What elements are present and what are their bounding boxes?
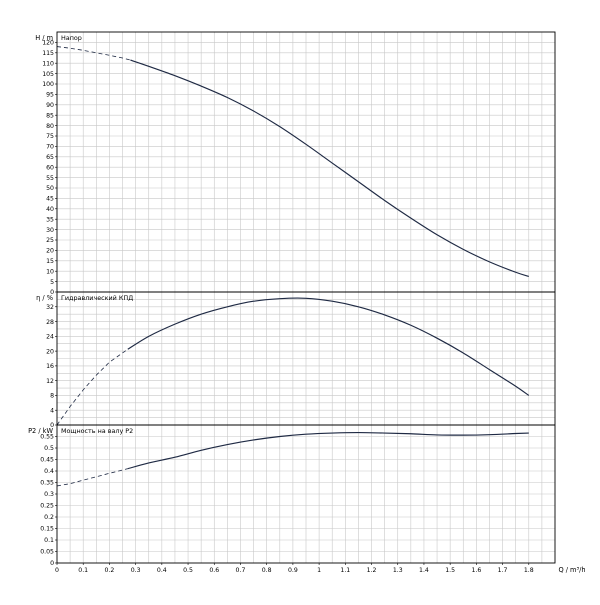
y-tick-label: 55	[46, 175, 54, 182]
y-tick-label: 0.45	[40, 457, 54, 464]
y-tick-label: 0.3	[44, 491, 54, 498]
y-tick-label: 90	[46, 102, 54, 109]
y-tick-label: 30	[46, 227, 54, 234]
y-tick-label: 75	[46, 133, 54, 140]
y-tick-label: 0.5	[44, 445, 54, 452]
y-tick-label: 16	[46, 363, 54, 370]
y-axis-label: P2 / kW	[28, 427, 53, 435]
y-tick-label: 105	[42, 71, 54, 78]
curve-solid-segment	[127, 297, 530, 396]
y-tick-label: 40	[46, 206, 54, 213]
y-tick-label: 0.4	[44, 468, 54, 475]
y-tick-label: 70	[46, 144, 54, 151]
y-tick-label: 50	[46, 185, 54, 192]
y-tick-label: 0.2	[44, 514, 54, 521]
panel-title: Гидравлический КПД	[61, 294, 133, 302]
panel-title: Напор	[61, 34, 82, 42]
y-axis-label: H / m	[35, 34, 53, 42]
y-tick-label: 60	[46, 164, 54, 171]
x-tick-label: 1.3	[393, 567, 403, 574]
x-tick-label: 1.8	[524, 567, 534, 574]
y-tick-label: 15	[46, 258, 54, 265]
y-tick-label: 0	[50, 422, 54, 429]
y-tick-label: 12	[46, 378, 54, 385]
y-tick-label: 80	[46, 123, 54, 130]
y-tick-label: 115	[42, 50, 54, 57]
x-tick-label: 1.7	[498, 567, 508, 574]
x-tick-label: 0.4	[157, 567, 167, 574]
y-tick-label: 25	[46, 237, 54, 244]
curve-solid-segment	[130, 59, 529, 277]
x-tick-label: 1.6	[471, 567, 481, 574]
y-tick-label: 8	[50, 393, 54, 400]
y-tick-label: 28	[46, 319, 54, 326]
y-tick-label: 10	[46, 268, 54, 275]
y-tick-label: 65	[46, 154, 54, 161]
x-tick-label: 1.4	[419, 567, 429, 574]
y-tick-label: 95	[46, 92, 54, 99]
y-tick-label: 0.1	[44, 537, 54, 544]
y-tick-label: 0.35	[40, 480, 54, 487]
y-tick-label: 0	[50, 560, 54, 567]
x-axis-label: Q / m³/h	[558, 566, 585, 574]
curve-dashed-segment	[56, 348, 129, 426]
x-tick-label: 1	[317, 567, 321, 574]
x-tick-label: 0.5	[183, 567, 193, 574]
y-tick-label: 35	[46, 216, 54, 223]
label-layer: 0510152025303540455055606570758085909510…	[28, 34, 585, 574]
x-tick-label: 0	[55, 567, 59, 574]
y-tick-label: 20	[46, 348, 54, 355]
x-tick-label: 0.1	[78, 567, 88, 574]
x-tick-label: 1.2	[367, 567, 377, 574]
y-tick-label: 4	[50, 407, 54, 414]
curve-layer	[56, 46, 530, 487]
curve-dashed-segment	[56, 468, 128, 487]
curve-solid-segment	[127, 432, 529, 470]
frame-layer	[55, 31, 556, 565]
y-tick-label: 45	[46, 196, 54, 203]
x-tick-label: 0.3	[131, 567, 141, 574]
x-tick-label: 0.7	[236, 567, 246, 574]
panel-title: Мощность на валу P2	[61, 427, 133, 435]
y-tick-label: 85	[46, 112, 54, 119]
curve-dashed-segment	[56, 46, 131, 61]
y-tick-label: 5	[50, 279, 54, 286]
plot-frame	[56, 31, 556, 564]
y-tick-label: 32	[46, 304, 54, 311]
y-tick-label: 0.25	[40, 503, 54, 510]
y-tick-label: 24	[46, 334, 54, 341]
y-tick-label: 110	[42, 60, 54, 67]
x-tick-label: 1.1	[340, 567, 350, 574]
x-tick-label: 0.8	[262, 567, 272, 574]
y-tick-label: 120	[42, 40, 54, 47]
y-tick-label: 0.05	[40, 549, 54, 556]
y-tick-label: 20	[46, 248, 54, 255]
y-tick-label: 100	[42, 81, 54, 88]
x-tick-label: 0.2	[104, 567, 114, 574]
y-tick-label: 0.15	[40, 526, 54, 533]
y-axis-label: η / %	[36, 294, 53, 302]
x-tick-label: 0.9	[288, 567, 298, 574]
y-tick-label: 0.55	[40, 434, 54, 441]
grid-layer	[57, 32, 555, 563]
x-tick-label: 0.6	[209, 567, 219, 574]
y-tick-label: 0	[50, 289, 54, 296]
x-tick-label: 1.5	[445, 567, 455, 574]
